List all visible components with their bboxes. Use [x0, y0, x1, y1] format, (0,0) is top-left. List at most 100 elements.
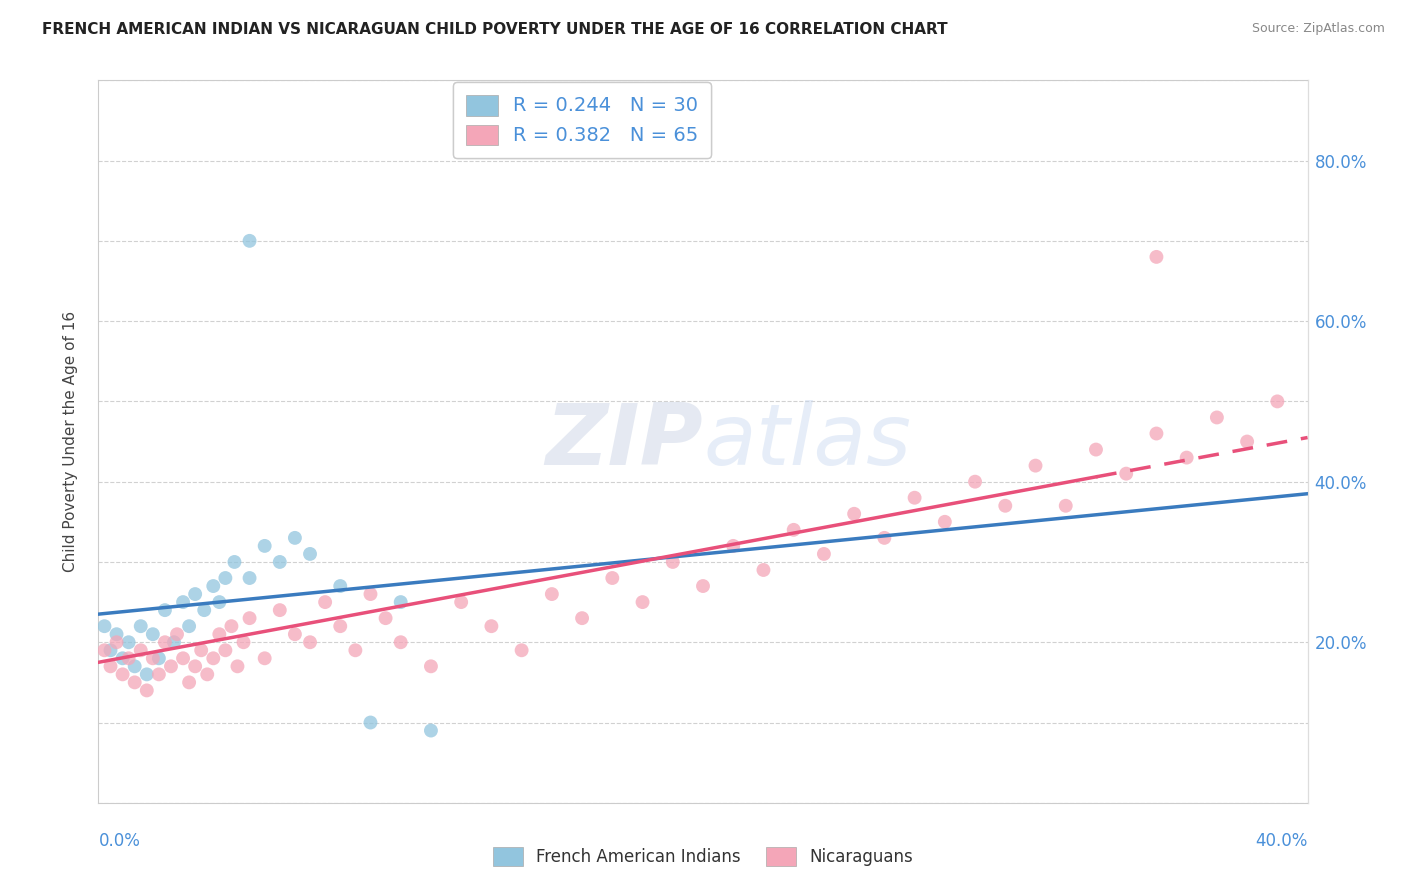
- Point: [329, 579, 352, 593]
- Text: ZIP: ZIP: [546, 400, 703, 483]
- Point: [202, 579, 225, 593]
- Text: 40.0%: 40.0%: [1256, 831, 1308, 850]
- Point: [163, 635, 186, 649]
- Point: [214, 571, 236, 585]
- Point: [783, 523, 806, 537]
- Point: [195, 667, 218, 681]
- Point: [100, 643, 122, 657]
- Point: [208, 595, 231, 609]
- Point: [510, 643, 533, 657]
- Point: [284, 531, 307, 545]
- Point: [118, 635, 141, 649]
- Text: Source: ZipAtlas.com: Source: ZipAtlas.com: [1251, 22, 1385, 36]
- Point: [239, 571, 262, 585]
- Point: [692, 579, 714, 593]
- Point: [1206, 410, 1229, 425]
- Point: [226, 659, 249, 673]
- Point: [129, 643, 152, 657]
- Point: [1236, 434, 1258, 449]
- Text: atlas: atlas: [703, 400, 911, 483]
- Point: [166, 627, 188, 641]
- Point: [1144, 250, 1167, 264]
- Point: [118, 651, 141, 665]
- Point: [253, 651, 276, 665]
- Point: [571, 611, 593, 625]
- Point: [284, 627, 307, 641]
- Point: [135, 667, 157, 681]
- Point: [631, 595, 654, 609]
- Point: [1024, 458, 1046, 473]
- Point: [374, 611, 396, 625]
- Point: [239, 611, 262, 625]
- Point: [160, 659, 183, 673]
- Point: [934, 515, 956, 529]
- Point: [329, 619, 352, 633]
- Point: [481, 619, 503, 633]
- Point: [111, 651, 134, 665]
- Text: 0.0%: 0.0%: [98, 831, 141, 850]
- Point: [420, 723, 443, 738]
- Point: [179, 675, 201, 690]
- Point: [873, 531, 896, 545]
- Point: [105, 635, 128, 649]
- Text: FRENCH AMERICAN INDIAN VS NICARAGUAN CHILD POVERTY UNDER THE AGE OF 16 CORRELATI: FRENCH AMERICAN INDIAN VS NICARAGUAN CHI…: [42, 22, 948, 37]
- Point: [202, 651, 225, 665]
- Point: [93, 619, 115, 633]
- Point: [344, 643, 367, 657]
- Point: [1054, 499, 1077, 513]
- Point: [135, 683, 157, 698]
- Point: [105, 627, 128, 641]
- Point: [193, 603, 215, 617]
- Point: [129, 619, 152, 633]
- Point: [269, 555, 291, 569]
- Point: [904, 491, 927, 505]
- Point: [389, 595, 412, 609]
- Legend: French American Indians, Nicaraguans: French American Indians, Nicaraguans: [485, 838, 921, 875]
- Point: [172, 651, 194, 665]
- Point: [153, 603, 176, 617]
- Point: [224, 555, 246, 569]
- Point: [299, 547, 322, 561]
- Point: [360, 587, 382, 601]
- Point: [148, 651, 170, 665]
- Point: [142, 651, 165, 665]
- Point: [124, 659, 146, 673]
- Y-axis label: Child Poverty Under the Age of 16: Child Poverty Under the Age of 16: [63, 311, 77, 572]
- Point: [269, 603, 291, 617]
- Point: [221, 619, 243, 633]
- Point: [661, 555, 683, 569]
- Point: [148, 667, 170, 681]
- Point: [314, 595, 336, 609]
- Point: [389, 635, 412, 649]
- Legend: R = 0.244   N = 30, R = 0.382   N = 65: R = 0.244 N = 30, R = 0.382 N = 65: [453, 82, 711, 158]
- Point: [360, 715, 382, 730]
- Point: [179, 619, 201, 633]
- Point: [184, 659, 207, 673]
- Point: [190, 643, 212, 657]
- Point: [420, 659, 443, 673]
- Point: [1175, 450, 1198, 465]
- Point: [214, 643, 236, 657]
- Point: [965, 475, 987, 489]
- Point: [813, 547, 835, 561]
- Point: [450, 595, 472, 609]
- Point: [184, 587, 207, 601]
- Point: [1115, 467, 1137, 481]
- Point: [540, 587, 562, 601]
- Point: [100, 659, 122, 673]
- Point: [1144, 426, 1167, 441]
- Point: [111, 667, 134, 681]
- Point: [172, 595, 194, 609]
- Point: [299, 635, 322, 649]
- Point: [1085, 442, 1108, 457]
- Point: [1267, 394, 1289, 409]
- Point: [142, 627, 165, 641]
- Point: [602, 571, 624, 585]
- Point: [124, 675, 146, 690]
- Point: [253, 539, 276, 553]
- Point: [208, 627, 231, 641]
- Point: [239, 234, 262, 248]
- Point: [752, 563, 775, 577]
- Point: [723, 539, 745, 553]
- Point: [93, 643, 115, 657]
